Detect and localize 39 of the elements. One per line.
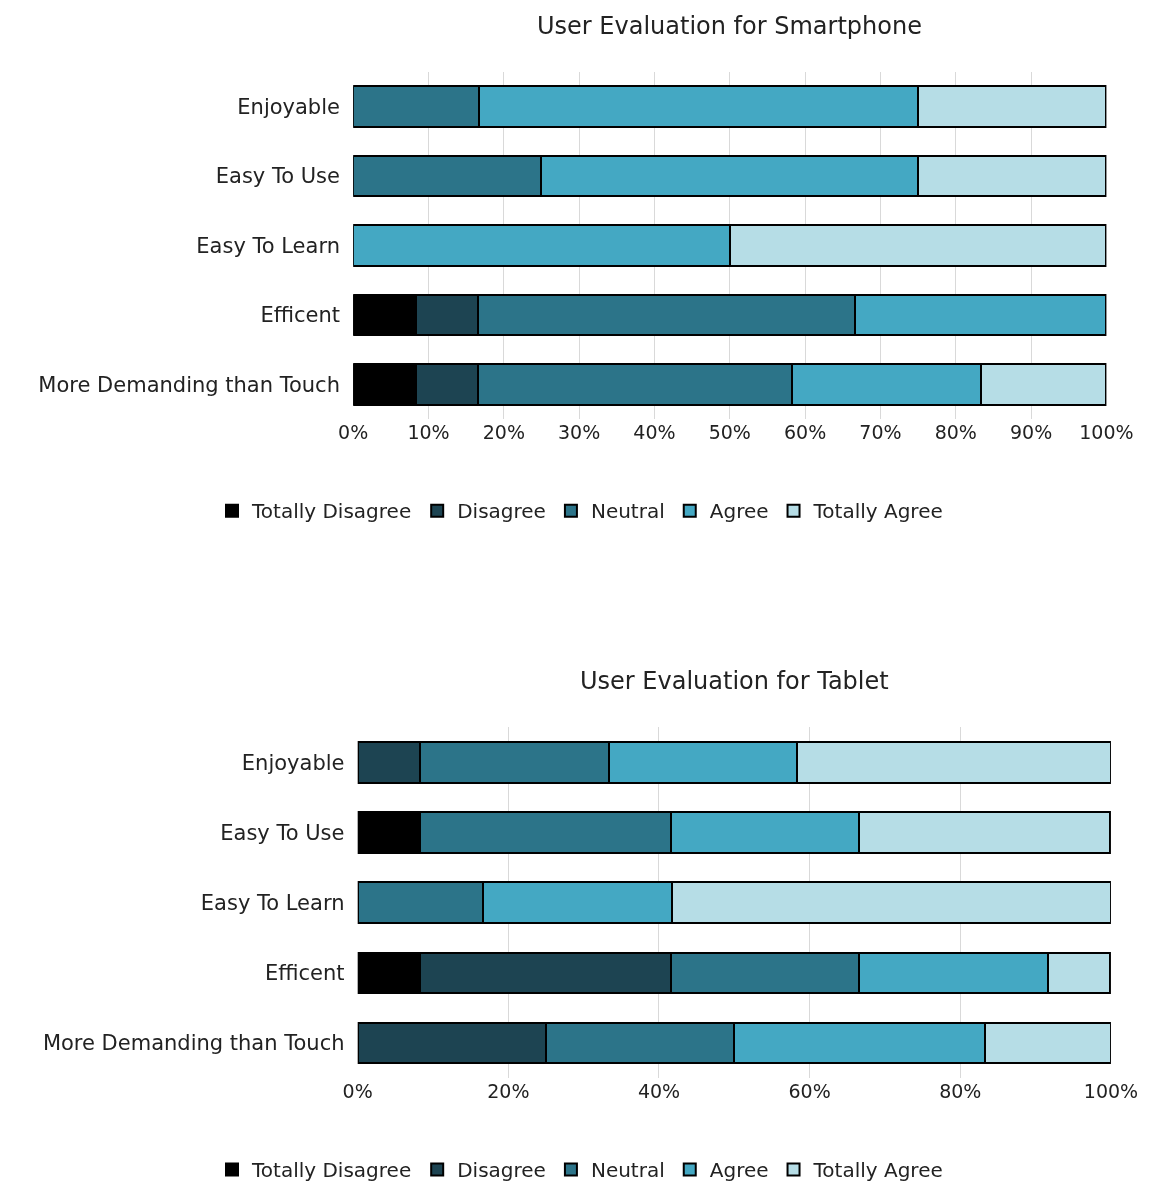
legend-label: Totally Agree bbox=[812, 499, 943, 524]
x-tick-label: 80% bbox=[934, 421, 977, 444]
legend-label: Totally Disagree bbox=[251, 499, 412, 524]
x-tick-label: 60% bbox=[784, 421, 827, 444]
x-tick-label: 50% bbox=[708, 421, 751, 444]
y-tick-label: Easy To Use bbox=[215, 164, 340, 189]
y-tick-label: Enjoyable bbox=[241, 750, 345, 775]
x-tick-label: 80% bbox=[939, 1080, 982, 1103]
legend-label: Totally Disagree bbox=[251, 1158, 412, 1183]
y-tick-label: Enjoyable bbox=[237, 94, 340, 119]
x-tick-label: 30% bbox=[558, 421, 601, 444]
x-tick-label: 40% bbox=[637, 1080, 681, 1103]
legend-label: Neutral bbox=[590, 1158, 665, 1183]
y-tick-label: Easy To Learn bbox=[200, 891, 345, 916]
x-tick-label: 20% bbox=[487, 1080, 530, 1103]
x-tick-label: 60% bbox=[788, 1080, 831, 1103]
legend-label: Agree bbox=[709, 1158, 769, 1183]
chart-title: User Evaluation for Smartphone bbox=[537, 12, 922, 40]
x-tick-label: 10% bbox=[407, 421, 450, 444]
x-tick-label: 70% bbox=[859, 421, 902, 444]
legend-label: Disagree bbox=[457, 1158, 546, 1183]
x-tick-label: 0% bbox=[342, 1080, 373, 1103]
y-tick-label: Easy To Learn bbox=[196, 233, 340, 258]
x-tick-label: 100% bbox=[1083, 1080, 1139, 1103]
x-tick-label: 100% bbox=[1079, 421, 1134, 444]
x-tick-label: 90% bbox=[1009, 421, 1053, 444]
legend-label: Disagree bbox=[457, 499, 546, 524]
legend-label: Totally Agree bbox=[812, 1158, 943, 1183]
y-tick-label: Efficent bbox=[260, 303, 340, 328]
y-tick-label: Efficent bbox=[264, 961, 345, 986]
legend-label: Agree bbox=[709, 499, 769, 524]
chart-title: User Evaluation for Tablet bbox=[580, 667, 889, 695]
x-tick-label: 0% bbox=[338, 421, 369, 444]
legend-label: Neutral bbox=[590, 499, 665, 524]
y-tick-label: More Demanding than Touch bbox=[38, 372, 340, 397]
y-tick-label: More Demanding than Touch bbox=[42, 1031, 345, 1056]
x-tick-label: 40% bbox=[633, 421, 676, 444]
y-tick-label: Easy To Use bbox=[220, 820, 345, 845]
x-tick-label: 20% bbox=[482, 421, 525, 444]
